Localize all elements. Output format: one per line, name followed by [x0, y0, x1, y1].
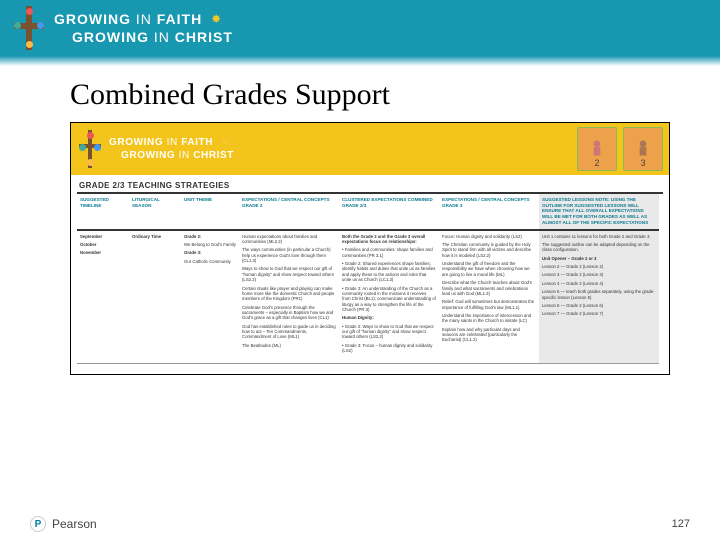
banner-gradient: [0, 56, 720, 66]
doc-title-row: GRADE 2/3 TEACHING STRATEGIES: [71, 175, 669, 192]
document-preview: GROWING IN FAITH ✸ GROWING IN CHRIST 2: [70, 122, 670, 375]
comb-p7: • Grade 3: Focus – human dignity and sol…: [342, 343, 436, 354]
doc-line1-b: IN: [167, 137, 178, 148]
unit-g3-label: Grade 3:: [184, 250, 201, 255]
banner-line2-word3: CHRIST: [175, 29, 233, 45]
slide-title: Combined Grades Support: [70, 78, 660, 112]
g3-p2: The Christian community is guided by the…: [442, 242, 536, 258]
pearson-label: Pearson: [52, 517, 97, 531]
grade-badges: 2 3: [577, 127, 663, 171]
pearson-brand: P Pearson: [30, 516, 97, 532]
col-season: LITURGICAL SEASON: [129, 194, 181, 231]
g3-p7: Explain how and why particular days and …: [442, 327, 536, 343]
doc-line2-c: CHRIST: [193, 150, 234, 161]
grade-badge-2: 2: [577, 127, 617, 171]
g3-p1: Focus: Human dignity and solidarity (LS2…: [442, 234, 536, 239]
g2-p6: God has established rules to guide us in…: [242, 324, 336, 340]
g2-p4: Certain rituals like prayer and playing …: [242, 286, 336, 302]
pearson-logo-icon: P: [30, 516, 46, 532]
les-p8: Lesson 6 — Grade 2 (Lesson 6): [542, 303, 656, 308]
cell-unit: Grade 2: We Belong to God's Family Grade…: [181, 231, 239, 364]
page-number: 127: [672, 518, 690, 530]
cell-g2concepts: Human expectations about families and co…: [239, 231, 339, 364]
unit-g2-label: Grade 2:: [184, 234, 201, 239]
cross-icon: [79, 130, 101, 168]
slide-body: Combined Grades Support GROWING IN FAITH…: [0, 66, 720, 375]
col-unit: UNIT THEME: [181, 194, 239, 231]
g2-p1: Human expectations about families and co…: [242, 234, 336, 245]
g2-p3: Ways to show to God that we respect our …: [242, 266, 336, 282]
badge-label-3: 3: [640, 158, 645, 168]
banner-line1-word3: FAITH: [157, 11, 202, 27]
comb-p1: Both the Grade 2 and the Grade 3 overall…: [342, 234, 425, 244]
les-p7: Lesson 5 — teach both grades separately,…: [542, 289, 656, 300]
comb-p6: • Grade 2: Ways to show to God that we r…: [342, 324, 436, 340]
les-p9: Lesson 7 — Grade 2 (Lesson 7): [542, 311, 656, 316]
timeline-nov: November: [80, 250, 101, 255]
g2-p2: The ways communities (in particular a Ch…: [242, 247, 336, 263]
cell-timeline: September October November: [77, 231, 129, 364]
saint-icon: [587, 138, 607, 158]
doc-header: GROWING IN FAITH ✸ GROWING IN CHRIST 2: [71, 123, 669, 175]
banner-line2-word2: IN: [154, 29, 170, 45]
cell-g3concepts: Focus: Human dignity and solidarity (LS2…: [439, 231, 539, 364]
doc-line1-a: GROWING: [109, 137, 163, 148]
banner-title: GROWING IN FAITH ✸ GROWING IN CHRIST: [54, 10, 233, 46]
les-p6: Lesson 4 — Grade 2 (Lesson 4): [542, 281, 656, 286]
g3-p6: Understand the importance of intercessio…: [442, 313, 536, 324]
grade-badge-3: 3: [623, 127, 663, 171]
sun-icon: ✸: [220, 135, 231, 150]
banner-line2-word1: GROWING: [72, 29, 149, 45]
cell-season: Ordinary Time: [129, 231, 181, 364]
app-banner: GROWING IN FAITH ✸ GROWING IN CHRIST: [0, 0, 720, 56]
comb-p2: • Families and communities: shape famili…: [342, 247, 436, 258]
les-p5: Lesson 3 — Grade 2 (Lesson 3): [542, 272, 656, 277]
unit-g3-text: Our Catholic Community: [184, 259, 236, 264]
banner-line1-word1: GROWING: [54, 11, 131, 27]
col-timeline: SUGGESTED TIMELINE: [77, 194, 129, 231]
doc-line2-a: GROWING: [121, 150, 175, 161]
les-p4: Lesson 2 — Grade 2 (Lesson 2): [542, 264, 656, 269]
cell-combined: Both the Grade 2 and the Grade 3 overall…: [339, 231, 439, 364]
g2-p7: The Beatitudes (ML): [242, 343, 336, 348]
comb-p5: Human Dignity:: [342, 315, 374, 320]
cell-lessons: Unit 1 contains 11 lessons for both Grad…: [539, 231, 659, 364]
comb-p4: • Grade 3: An understanding of the Churc…: [342, 286, 436, 313]
col-g2: EXPECTATIONS / CENTRAL CONCEPTS GRADE 2: [239, 194, 339, 231]
les-p3: Unit Opener – Grade 2 or 3: [542, 256, 596, 261]
strategies-table: SUGGESTED TIMELINE LITURGICAL SEASON UNI…: [77, 192, 663, 364]
timeline-oct: October: [80, 242, 96, 247]
comb-p3: • Grade 2: Shared experiences shape fami…: [342, 261, 436, 282]
col-g3: EXPECTATIONS / CENTRAL CONCEPTS GRADE 3: [439, 194, 539, 231]
badge-label-2: 2: [594, 158, 599, 168]
g3-p3: Understand the gift of freedom and the r…: [442, 261, 536, 277]
season-text: Ordinary Time: [132, 234, 161, 239]
col-lessons: SUGGESTED LESSONS Note: using the outlin…: [539, 194, 659, 231]
g3-p4: Describe what the Church teaches about G…: [442, 280, 536, 296]
g3-p5: Relief: God will sometimes but demonstra…: [442, 299, 536, 310]
les-p2: The suggested outline can be adapted dep…: [542, 242, 656, 253]
doc-line2-b: IN: [179, 150, 190, 161]
doc-footer-space: [71, 364, 669, 374]
g2-p5: Celebrate God's presence through the sac…: [242, 305, 336, 321]
page-footer: P Pearson 127: [0, 516, 720, 532]
saint-icon: [633, 138, 653, 158]
unit-g2-text: We Belong to God's Family: [184, 242, 236, 247]
banner-line1-word2: IN: [136, 11, 152, 27]
doc-header-title: GROWING IN FAITH ✸ GROWING IN CHRIST: [109, 135, 234, 163]
cross-icon: [14, 6, 44, 50]
les-p1: Unit 1 contains 11 lessons for both Grad…: [542, 234, 656, 239]
doc-line1-c: FAITH: [181, 137, 213, 148]
col-combined: CLUSTERED EXPECTATIONS COMBINED GRADE 2/…: [339, 194, 439, 231]
doc-section-title: GRADE 2/3 TEACHING STRATEGIES: [79, 181, 661, 190]
timeline-sep: September: [80, 234, 102, 239]
sun-icon: ✸: [211, 12, 222, 28]
